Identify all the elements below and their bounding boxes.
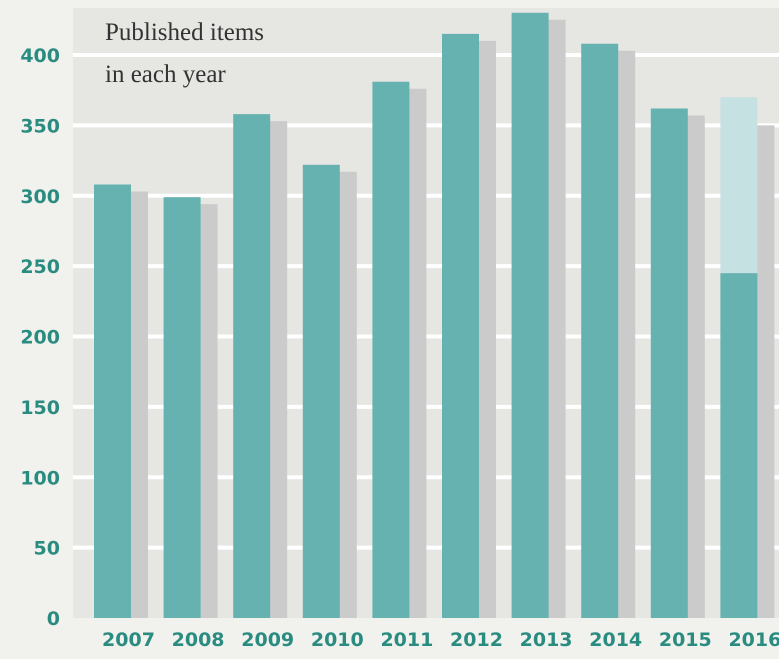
bar-2011 — [372, 81, 410, 619]
bar-2016 — [720, 273, 758, 618]
bars — [94, 12, 758, 619]
bar-2014 — [581, 43, 619, 619]
y-tick-label: 300 — [20, 186, 60, 208]
chart-title-line-2: in each year — [105, 61, 226, 88]
x-tick-label: 2008 — [172, 629, 225, 651]
y-tick-label: 50 — [34, 538, 60, 560]
y-tick-label: 400 — [20, 45, 60, 67]
bar-2015 — [650, 108, 688, 619]
bar-2010 — [302, 164, 340, 618]
x-tick-label: 2014 — [589, 629, 642, 651]
x-tick-label: 2013 — [520, 629, 573, 651]
x-tick-label: 2007 — [102, 629, 155, 651]
y-tick-label: 250 — [20, 256, 60, 278]
x-tick-label: 2011 — [380, 629, 433, 651]
bar-2009 — [233, 114, 271, 619]
y-tick-label: 100 — [20, 467, 60, 489]
bar-2008 — [163, 197, 201, 618]
x-tick-label: 2009 — [241, 629, 294, 651]
x-tick-label: 2015 — [659, 629, 712, 651]
y-tick-label: 150 — [20, 397, 60, 419]
y-tick-label: 0 — [47, 608, 60, 630]
x-tick-label: 2012 — [450, 629, 503, 651]
y-tick-label: 350 — [20, 115, 60, 137]
chart-title-line-1: Published items — [105, 19, 264, 46]
bar-2012 — [442, 33, 479, 618]
bar-2013 — [511, 12, 549, 618]
y-tick-label: 200 — [20, 327, 60, 349]
y-axis-ticks: 0 50 100 150 200 250 300 350 400 — [20, 45, 60, 630]
x-tick-label: 2016 — [728, 629, 779, 651]
x-axis-ticks: 2007 2008 2009 2010 2011 2012 2013 2014 2015 2016 — [102, 629, 779, 651]
bar-2007 — [94, 184, 131, 619]
x-tick-label: 2010 — [311, 629, 364, 651]
